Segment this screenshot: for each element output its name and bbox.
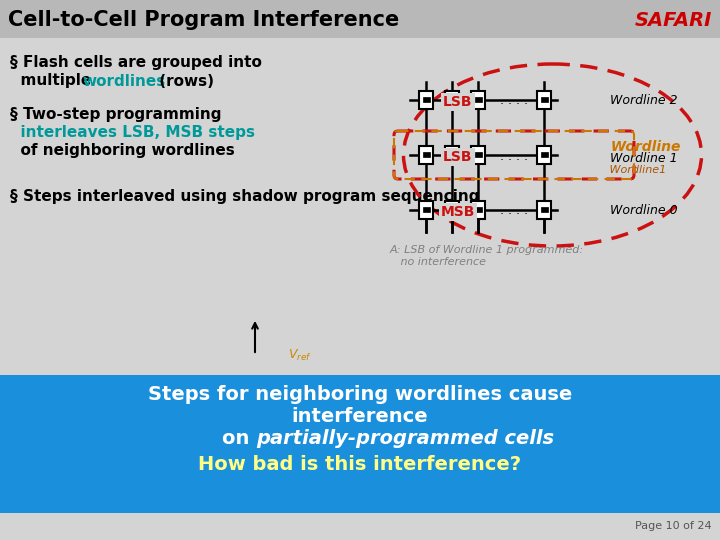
FancyBboxPatch shape xyxy=(474,97,482,102)
Text: Cell-to-Cell Program Interference: Cell-to-Cell Program Interference xyxy=(8,10,400,30)
FancyBboxPatch shape xyxy=(471,146,485,164)
FancyBboxPatch shape xyxy=(474,152,482,157)
FancyBboxPatch shape xyxy=(537,91,551,109)
FancyBboxPatch shape xyxy=(541,97,547,102)
FancyBboxPatch shape xyxy=(445,91,459,109)
Text: $V_{ref}$: $V_{ref}$ xyxy=(288,347,312,362)
Text: Wordline 1: Wordline 1 xyxy=(606,152,678,165)
FancyBboxPatch shape xyxy=(537,146,551,164)
FancyBboxPatch shape xyxy=(419,146,433,164)
Text: Wordline: Wordline xyxy=(606,140,680,154)
FancyBboxPatch shape xyxy=(541,152,547,157)
Text: Wordline 0: Wordline 0 xyxy=(606,204,678,217)
FancyBboxPatch shape xyxy=(0,0,720,38)
Text: multiple: multiple xyxy=(10,73,96,89)
Text: of neighboring wordlines: of neighboring wordlines xyxy=(10,144,235,159)
Text: SAFARI: SAFARI xyxy=(634,10,712,30)
Text: interleaves LSB, MSB steps: interleaves LSB, MSB steps xyxy=(10,125,255,140)
Text: . . . .: . . . . xyxy=(500,94,528,107)
Text: interference: interference xyxy=(292,407,428,426)
FancyBboxPatch shape xyxy=(419,91,433,109)
Text: § Two-step programming: § Two-step programming xyxy=(10,107,222,123)
FancyBboxPatch shape xyxy=(419,201,433,219)
Text: Page 10 of 24: Page 10 of 24 xyxy=(635,521,712,531)
FancyBboxPatch shape xyxy=(449,207,456,212)
FancyBboxPatch shape xyxy=(449,97,456,102)
Text: (rows): (rows) xyxy=(154,73,214,89)
Text: wordlines: wordlines xyxy=(82,73,166,89)
FancyBboxPatch shape xyxy=(471,201,485,219)
Text: Wordline 2: Wordline 2 xyxy=(606,93,678,106)
FancyBboxPatch shape xyxy=(445,146,459,164)
Text: . . . .: . . . . xyxy=(500,205,528,218)
Text: partially-programmed cells: partially-programmed cells xyxy=(256,429,554,448)
Text: MSB: MSB xyxy=(441,205,475,219)
Text: . . . .: . . . . xyxy=(500,150,528,163)
Text: LSB: LSB xyxy=(444,95,473,109)
FancyBboxPatch shape xyxy=(537,201,551,219)
FancyBboxPatch shape xyxy=(474,207,482,212)
FancyBboxPatch shape xyxy=(423,97,430,102)
FancyBboxPatch shape xyxy=(445,201,459,219)
FancyBboxPatch shape xyxy=(0,375,720,513)
Text: LSB: LSB xyxy=(444,150,473,164)
FancyBboxPatch shape xyxy=(423,152,430,157)
FancyBboxPatch shape xyxy=(449,152,456,157)
Text: § Flash cells are grouped into: § Flash cells are grouped into xyxy=(10,56,262,71)
Text: Wordline1: Wordline1 xyxy=(606,165,666,175)
FancyBboxPatch shape xyxy=(471,91,485,109)
Text: How bad is this interference?: How bad is this interference? xyxy=(199,455,521,474)
FancyBboxPatch shape xyxy=(423,207,430,212)
Text: on: on xyxy=(222,429,256,448)
FancyBboxPatch shape xyxy=(541,207,547,212)
Text: § Steps interleaved using shadow program sequencing: § Steps interleaved using shadow program… xyxy=(10,190,480,205)
Text: Steps for neighboring wordlines cause: Steps for neighboring wordlines cause xyxy=(148,386,572,404)
Text: A: LSB of Wordline 1 programmed:
   no interference: A: LSB of Wordline 1 programmed: no inte… xyxy=(390,245,584,267)
